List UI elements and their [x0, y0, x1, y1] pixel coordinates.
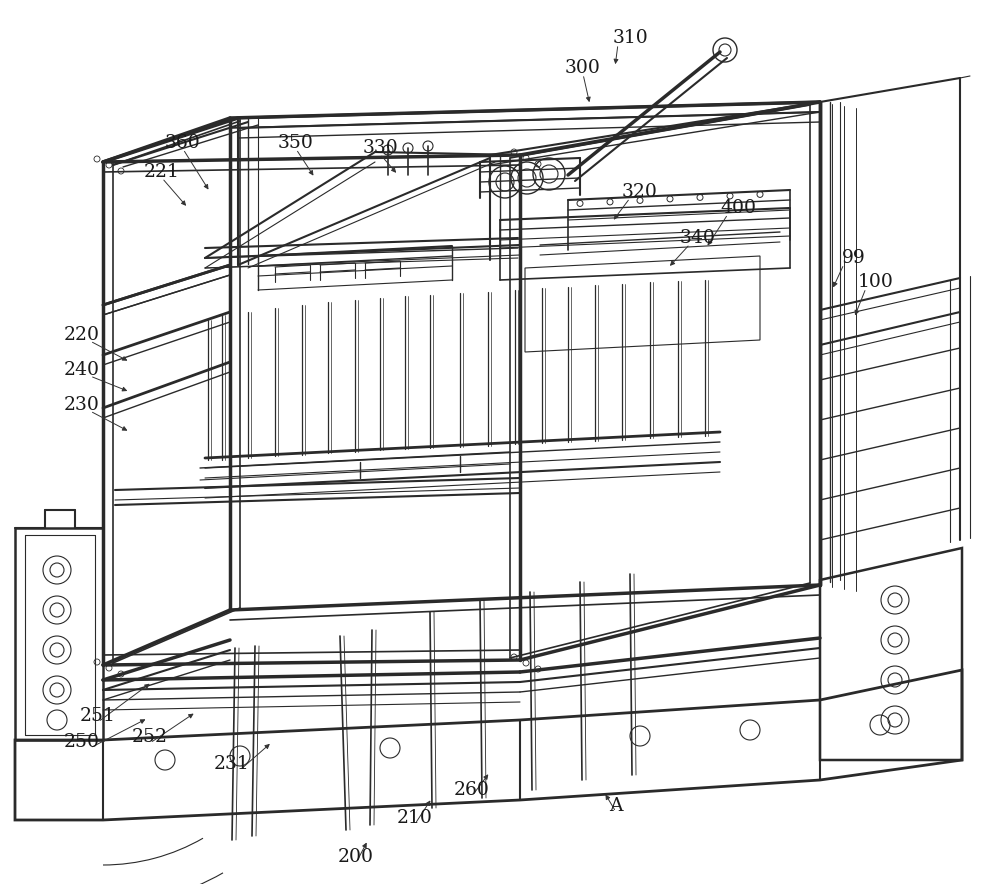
- Text: 310: 310: [612, 29, 648, 47]
- Text: A: A: [609, 797, 623, 815]
- Text: 231: 231: [214, 755, 250, 773]
- Text: 220: 220: [64, 326, 100, 344]
- Text: 99: 99: [842, 249, 866, 267]
- Text: 300: 300: [565, 59, 601, 77]
- Text: 221: 221: [144, 163, 180, 181]
- Text: 340: 340: [680, 229, 716, 247]
- Text: 400: 400: [720, 199, 756, 217]
- Text: 320: 320: [622, 183, 658, 201]
- Text: 330: 330: [362, 139, 398, 157]
- Text: 360: 360: [165, 134, 201, 152]
- Text: 251: 251: [80, 707, 116, 725]
- Text: 230: 230: [64, 396, 100, 414]
- Text: 350: 350: [278, 134, 314, 152]
- Text: 200: 200: [338, 848, 374, 866]
- Text: 100: 100: [858, 273, 894, 291]
- Text: 260: 260: [454, 781, 490, 799]
- Text: 250: 250: [64, 733, 100, 751]
- Text: 252: 252: [132, 728, 168, 746]
- Text: 210: 210: [397, 809, 433, 827]
- Text: 240: 240: [64, 361, 100, 379]
